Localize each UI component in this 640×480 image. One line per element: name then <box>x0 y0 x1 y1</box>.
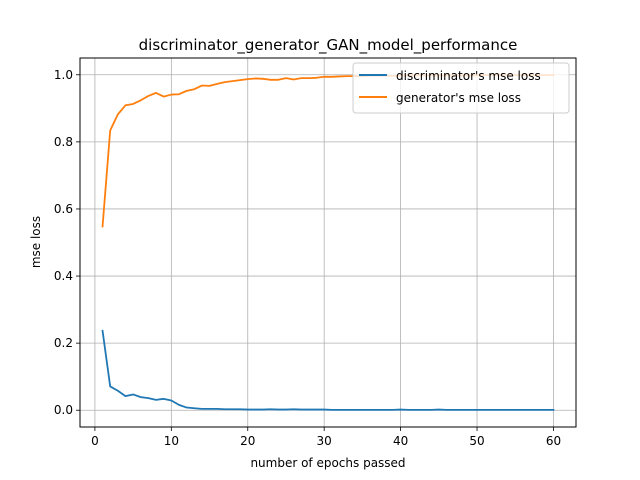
y-tick-label: 0.8 <box>54 135 73 149</box>
x-tick-label: 10 <box>164 434 179 448</box>
chart-title: discriminator_generator_GAN_model_perfor… <box>139 36 518 55</box>
x-tick-label: 40 <box>393 434 408 448</box>
discriminator-loss-line <box>101 329 555 411</box>
y-tick-label: 0.6 <box>54 202 73 216</box>
x-tick-label: 50 <box>469 434 484 448</box>
legend-label-generator: generator's mse loss <box>396 91 521 105</box>
y-tick-label: 1.0 <box>54 68 73 82</box>
y-axis-label: mse loss <box>29 216 43 268</box>
plot-frame <box>79 57 577 428</box>
x-tick-label: 0 <box>91 434 99 448</box>
x-tick-label: 30 <box>317 434 332 448</box>
ticks: 0 10 20 30 40 50 60 0.0 0.2 0.4 0.6 0.8 1.0 <box>54 68 561 448</box>
legend-box <box>352 62 570 114</box>
legend-label-discriminator: discriminator's mse loss <box>396 69 541 83</box>
legend: discriminator's mse loss generator's mse… <box>352 62 570 114</box>
x-tick-label: 60 <box>546 434 561 448</box>
x-axis-label: number of epochs passed <box>250 456 405 470</box>
y-tick-label: 0.4 <box>54 269 73 283</box>
y-tick-label: 0.0 <box>54 403 73 417</box>
grid <box>80 58 576 427</box>
y-tick-label: 0.2 <box>54 336 73 350</box>
x-tick-label: 20 <box>240 434 255 448</box>
